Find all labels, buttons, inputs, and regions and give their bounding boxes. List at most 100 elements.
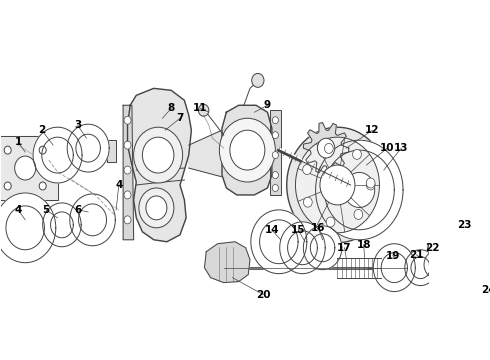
- Polygon shape: [0, 193, 56, 263]
- Text: 8: 8: [168, 103, 175, 113]
- Text: 19: 19: [385, 251, 400, 261]
- Text: 21: 21: [409, 250, 423, 260]
- Circle shape: [272, 132, 278, 139]
- Circle shape: [252, 73, 264, 87]
- Polygon shape: [0, 193, 56, 263]
- Polygon shape: [411, 257, 430, 279]
- Text: 10: 10: [380, 143, 394, 153]
- Polygon shape: [222, 105, 272, 195]
- Circle shape: [295, 137, 379, 233]
- Circle shape: [320, 165, 355, 205]
- Circle shape: [143, 137, 174, 173]
- Polygon shape: [251, 210, 307, 274]
- Polygon shape: [429, 257, 443, 273]
- Polygon shape: [424, 251, 448, 279]
- Circle shape: [272, 152, 278, 159]
- Polygon shape: [67, 124, 109, 172]
- Circle shape: [354, 210, 363, 219]
- Text: 4: 4: [115, 180, 122, 190]
- Circle shape: [303, 197, 312, 207]
- Circle shape: [326, 217, 335, 227]
- Circle shape: [463, 233, 469, 241]
- Circle shape: [272, 117, 278, 124]
- Polygon shape: [78, 204, 106, 236]
- Text: 14: 14: [265, 225, 279, 235]
- Circle shape: [139, 188, 174, 228]
- Circle shape: [449, 246, 470, 270]
- Polygon shape: [260, 220, 298, 264]
- Circle shape: [146, 196, 167, 220]
- Text: 6: 6: [74, 205, 81, 215]
- Circle shape: [124, 216, 131, 224]
- Circle shape: [4, 182, 11, 190]
- Circle shape: [4, 146, 11, 154]
- Circle shape: [353, 149, 361, 159]
- Circle shape: [272, 171, 278, 179]
- Polygon shape: [405, 250, 436, 285]
- Circle shape: [434, 228, 486, 288]
- Text: 4: 4: [15, 205, 22, 215]
- Circle shape: [198, 104, 209, 116]
- Circle shape: [39, 146, 46, 154]
- Circle shape: [344, 172, 375, 207]
- Text: 23: 23: [457, 220, 471, 230]
- Polygon shape: [42, 137, 74, 173]
- Text: 20: 20: [256, 289, 270, 300]
- Circle shape: [287, 127, 388, 243]
- Polygon shape: [280, 222, 325, 274]
- Circle shape: [124, 166, 131, 174]
- Circle shape: [15, 156, 36, 180]
- Circle shape: [124, 191, 131, 199]
- Polygon shape: [324, 150, 394, 230]
- Polygon shape: [303, 226, 342, 270]
- Circle shape: [427, 220, 490, 296]
- Polygon shape: [373, 244, 416, 292]
- Bar: [270, 110, 281, 195]
- Circle shape: [39, 182, 46, 190]
- Circle shape: [220, 118, 275, 182]
- Polygon shape: [43, 203, 81, 247]
- Polygon shape: [310, 234, 335, 262]
- Polygon shape: [123, 105, 134, 240]
- Text: 17: 17: [337, 243, 352, 253]
- Text: 1: 1: [15, 137, 22, 147]
- Circle shape: [478, 285, 490, 310]
- Text: 5: 5: [43, 205, 50, 215]
- Polygon shape: [6, 206, 45, 250]
- Polygon shape: [303, 122, 349, 174]
- Polygon shape: [204, 242, 250, 283]
- Bar: [107, 140, 116, 162]
- Circle shape: [441, 267, 448, 275]
- Polygon shape: [322, 148, 396, 231]
- Polygon shape: [381, 253, 407, 283]
- Polygon shape: [280, 222, 325, 274]
- Polygon shape: [405, 250, 436, 285]
- Polygon shape: [303, 226, 342, 270]
- Polygon shape: [316, 140, 403, 240]
- Text: 18: 18: [356, 240, 371, 250]
- Text: 11: 11: [193, 103, 207, 113]
- Circle shape: [124, 116, 131, 124]
- Polygon shape: [424, 251, 448, 279]
- Polygon shape: [189, 128, 226, 178]
- Polygon shape: [0, 136, 58, 200]
- Circle shape: [366, 178, 375, 188]
- Circle shape: [318, 138, 335, 158]
- Text: 12: 12: [365, 125, 380, 135]
- Text: 16: 16: [311, 223, 325, 233]
- Polygon shape: [127, 88, 192, 242]
- Text: 13: 13: [394, 143, 409, 153]
- Circle shape: [230, 130, 265, 170]
- Circle shape: [272, 184, 278, 192]
- Polygon shape: [70, 194, 115, 246]
- Text: 3: 3: [74, 120, 81, 130]
- Text: 7: 7: [176, 113, 184, 123]
- Text: 22: 22: [425, 243, 440, 253]
- Circle shape: [324, 143, 333, 153]
- Polygon shape: [67, 124, 109, 172]
- Polygon shape: [70, 194, 115, 246]
- Polygon shape: [76, 134, 100, 162]
- Polygon shape: [288, 231, 318, 265]
- Text: 2: 2: [38, 125, 46, 135]
- Circle shape: [124, 141, 131, 149]
